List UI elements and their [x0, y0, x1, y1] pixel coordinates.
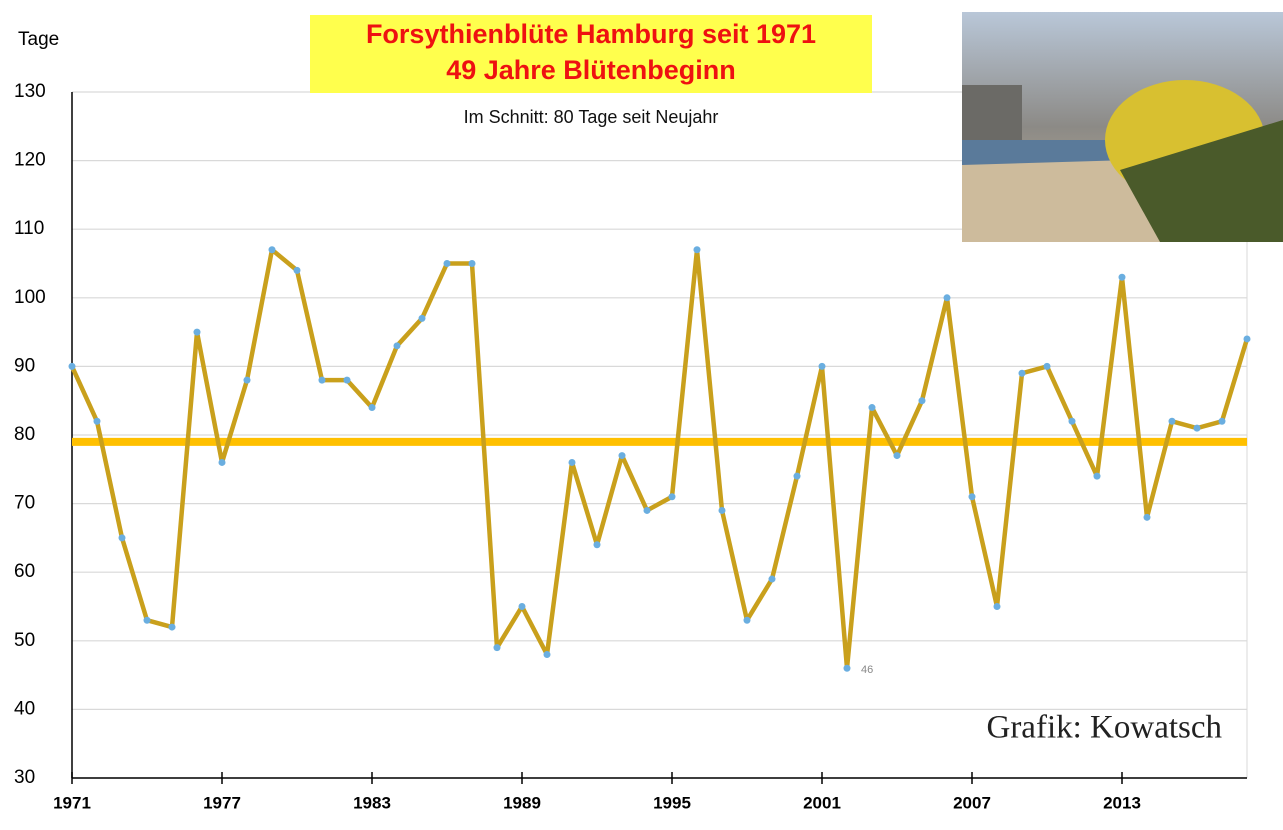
- data-point: [819, 363, 826, 370]
- data-point: [744, 617, 751, 624]
- data-point: [294, 267, 301, 274]
- y-tick-label: 40: [14, 698, 35, 719]
- chart-title: Forsythienblüte Hamburg seit 1971: [366, 19, 816, 49]
- data-point: [944, 294, 951, 301]
- data-point: [894, 452, 901, 459]
- data-point: [1169, 418, 1176, 425]
- x-tick-label: 1989: [503, 793, 541, 812]
- data-point: [994, 603, 1001, 610]
- data-point: [394, 342, 401, 349]
- data-point: [794, 473, 801, 480]
- y-tick-label: 30: [14, 767, 35, 788]
- x-tick-label: 2001: [803, 793, 841, 812]
- data-point: [444, 260, 451, 267]
- y-tick-label: 50: [14, 630, 35, 651]
- x-tick-label: 1995: [653, 793, 691, 812]
- data-point: [719, 507, 726, 514]
- data-point: [569, 459, 576, 466]
- data-label: 46: [861, 664, 873, 676]
- data-point: [94, 418, 101, 425]
- y-axis-label: Tage: [18, 29, 59, 50]
- y-tick-label: 130: [14, 81, 46, 102]
- data-point: [469, 260, 476, 267]
- data-point: [844, 665, 851, 672]
- data-point: [144, 617, 151, 624]
- x-tick-label: 2007: [953, 793, 991, 812]
- data-point: [544, 651, 551, 658]
- y-tick-label: 90: [14, 355, 35, 376]
- data-point: [1044, 363, 1051, 370]
- x-tick-label: 1977: [203, 793, 241, 812]
- data-point: [869, 404, 876, 411]
- x-tick-label: 1971: [53, 793, 91, 812]
- photo: [962, 12, 1283, 242]
- data-point: [1219, 418, 1226, 425]
- y-tick-label: 70: [14, 493, 35, 514]
- x-tick-label: 2013: [1103, 793, 1141, 812]
- data-point: [419, 315, 426, 322]
- data-point: [169, 624, 176, 631]
- data-point: [194, 329, 201, 336]
- data-point: [1119, 274, 1126, 281]
- chart: Forsythienblüte Hamburg seit 1971 49 Jah…: [0, 0, 1283, 830]
- y-tick-label: 110: [14, 218, 44, 239]
- data-point: [69, 363, 76, 370]
- y-tick-label: 100: [14, 287, 46, 308]
- data-point: [219, 459, 226, 466]
- data-point: [1144, 514, 1151, 521]
- annotation: Im Schnitt: 80 Tage seit Neujahr: [464, 107, 719, 127]
- credit: Grafik: Kowatsch: [986, 710, 1222, 746]
- data-point: [969, 493, 976, 500]
- data-point: [619, 452, 626, 459]
- data-point: [1069, 418, 1076, 425]
- data-point: [644, 507, 651, 514]
- data-point: [1244, 335, 1251, 342]
- data-point: [594, 541, 601, 548]
- data-point: [269, 246, 276, 253]
- data-point: [119, 534, 126, 541]
- data-point: [369, 404, 376, 411]
- data-line: [72, 250, 1247, 668]
- data-point: [1019, 370, 1026, 377]
- y-tick-label: 80: [14, 424, 35, 445]
- data-point: [769, 576, 776, 583]
- data-point: [1094, 473, 1101, 480]
- data-point: [694, 246, 701, 253]
- data-point: [519, 603, 526, 610]
- data-point: [319, 377, 326, 384]
- y-tick-label: 120: [14, 150, 46, 171]
- data-point: [494, 644, 501, 651]
- data-point: [669, 493, 676, 500]
- y-tick-label: 60: [14, 561, 35, 582]
- chart-subtitle: 49 Jahre Blütenbeginn: [446, 55, 736, 85]
- x-tick-label: 1983: [353, 793, 391, 812]
- data-point: [344, 377, 351, 384]
- data-point: [1194, 425, 1201, 432]
- data-point: [919, 397, 926, 404]
- data-point: [244, 377, 251, 384]
